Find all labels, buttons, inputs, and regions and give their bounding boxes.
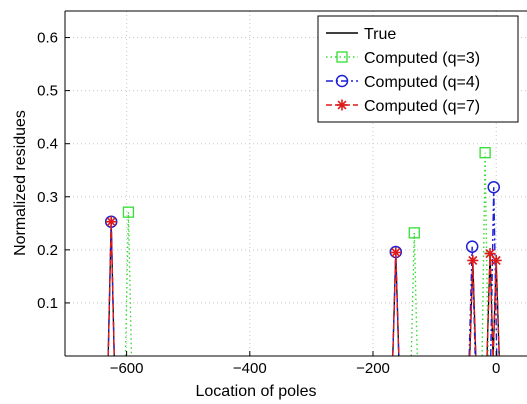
legend: True Computed (q=3) Computed (q=4) Computed… xyxy=(317,15,519,123)
y-tick-label: 0.6 xyxy=(37,30,58,47)
star-marker xyxy=(390,247,402,258)
legend-entry: Computed (q=4) xyxy=(326,74,480,91)
x-axis-label: Location of poles xyxy=(196,383,317,400)
tick-labels: −600 −400 −200 0 0.1 0.2 0.3 0.4 0.5 0.6 xyxy=(37,30,500,377)
circle-marker xyxy=(465,240,479,253)
y-tick-label: 0.2 xyxy=(37,242,58,259)
axes xyxy=(64,10,527,357)
legend-label: Computed (q=3) xyxy=(364,50,480,67)
x-tick-label: −400 xyxy=(233,360,267,377)
grid-lines xyxy=(65,11,527,356)
x-tick-label: −600 xyxy=(110,360,144,377)
y-tick-label: 0.5 xyxy=(37,83,58,100)
square-marker xyxy=(122,206,135,218)
square-marker xyxy=(336,51,348,63)
legend-label: Computed (q=7) xyxy=(364,98,480,115)
square-marker xyxy=(408,227,420,239)
stem xyxy=(392,251,400,357)
y-axis-label: Normalized residues xyxy=(12,110,29,256)
x-tick-label: 0 xyxy=(492,360,500,377)
legend-entry: True xyxy=(326,26,396,43)
star-marker xyxy=(105,216,117,228)
circle-marker xyxy=(487,180,500,194)
stem xyxy=(481,152,489,357)
legend-label: Computed (q=4) xyxy=(364,74,480,91)
star-marker xyxy=(490,254,502,266)
series-layer xyxy=(104,147,502,357)
y-tick-label: 0.3 xyxy=(37,189,58,206)
star-marker xyxy=(336,99,348,111)
legend-entry: Computed (q=3) xyxy=(326,50,480,67)
x-tick-label: −200 xyxy=(356,360,390,377)
series-computed-q-7 xyxy=(105,216,502,357)
star-marker xyxy=(467,254,479,266)
y-tick-label: 0.1 xyxy=(37,295,58,312)
circle-marker xyxy=(335,74,349,88)
square-marker xyxy=(479,147,491,159)
legend-label: True xyxy=(364,26,396,43)
stem xyxy=(410,232,418,357)
legend-entry: Computed (q=7) xyxy=(326,98,480,115)
y-tick-label: 0.4 xyxy=(37,136,58,153)
series-computed-q-3 xyxy=(122,147,491,357)
stem xyxy=(124,212,133,357)
